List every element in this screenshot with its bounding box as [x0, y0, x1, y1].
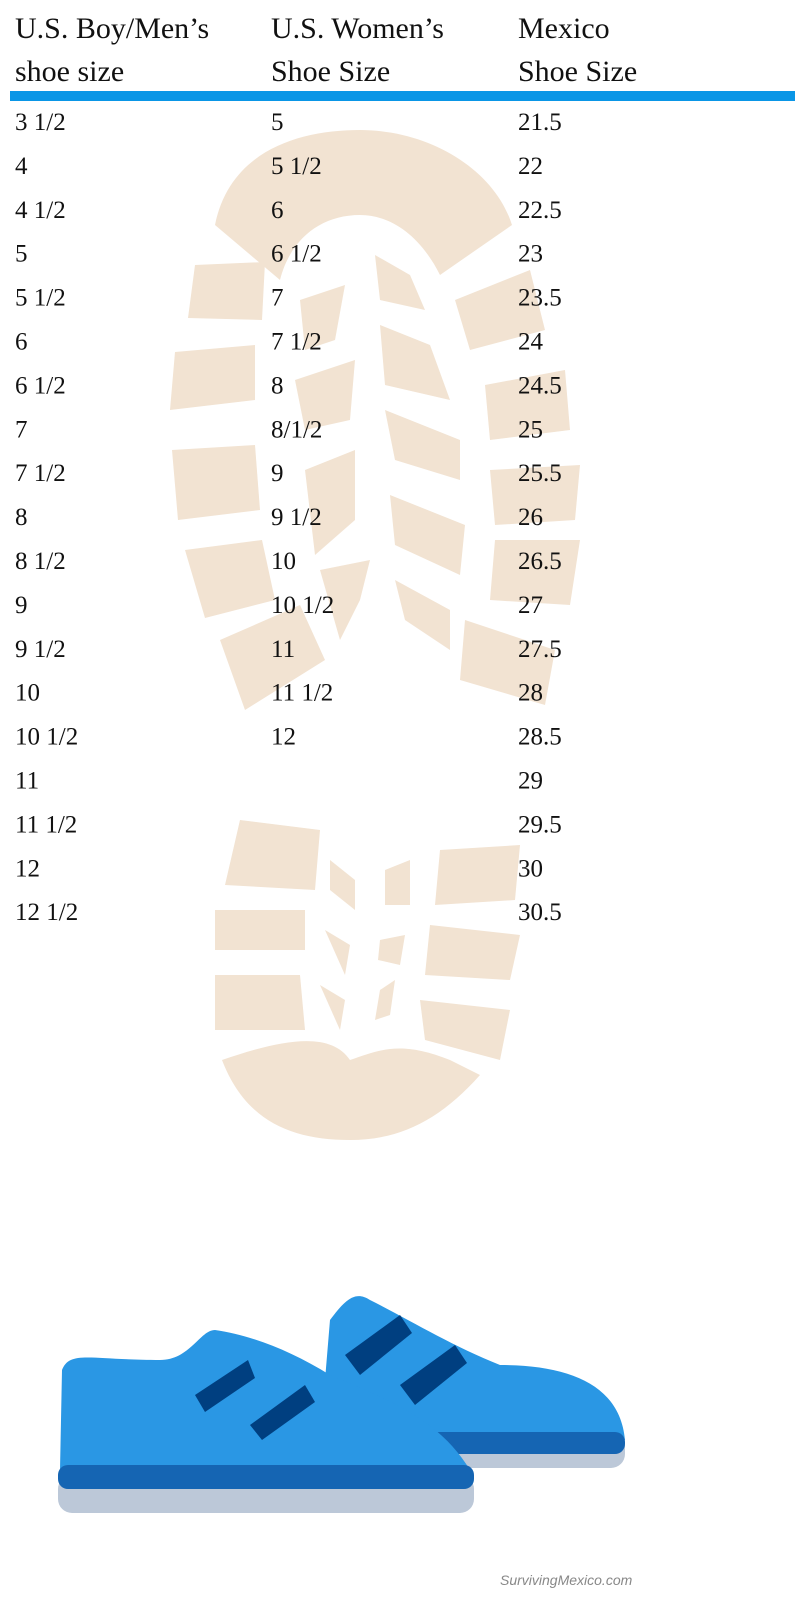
- table-cell: 29: [518, 768, 543, 795]
- table-cell: 11: [271, 636, 295, 663]
- table-cell: 9: [15, 592, 28, 619]
- table-cell: 8: [15, 504, 28, 531]
- table-cell: 6 1/2: [15, 372, 66, 399]
- table-cell: 5: [15, 241, 28, 268]
- table-cell: 12: [15, 855, 40, 882]
- column-header: Mexico: [518, 12, 610, 45]
- table-cell: 12: [271, 724, 296, 751]
- table-cell: 10: [271, 548, 296, 575]
- column-header: shoe size: [15, 55, 124, 88]
- table-cell: 6 1/2: [271, 241, 322, 268]
- column-header: U.S. Boy/Men’s: [15, 12, 209, 45]
- table-cell: 10: [15, 680, 40, 707]
- table-cell: 22: [518, 153, 543, 180]
- table-cell: 4: [15, 153, 28, 180]
- table-cell: 11 1/2: [15, 811, 77, 838]
- column-header: Shoe Size: [518, 55, 637, 88]
- table-cell: 22.5: [518, 197, 562, 224]
- column-header: Shoe Size: [271, 55, 390, 88]
- table-cell: 5 1/2: [271, 153, 322, 180]
- table-cell: 7 1/2: [271, 329, 322, 356]
- table-cell: 9 1/2: [271, 504, 322, 531]
- table-cell: 5 1/2: [15, 285, 66, 312]
- table-cell: 30.5: [518, 899, 562, 926]
- table-cell: 10 1/2: [15, 724, 78, 751]
- boot-print: [170, 130, 580, 1140]
- shoes: [58, 1296, 625, 1513]
- table-cell: 7: [15, 416, 28, 443]
- table-cell: 26: [518, 504, 543, 531]
- table-cell: 29.5: [518, 811, 562, 838]
- table-cell: 28.5: [518, 724, 562, 751]
- table-cell: 26.5: [518, 548, 562, 575]
- table-cell: 23: [518, 241, 543, 268]
- table-cell: 12 1/2: [15, 899, 78, 926]
- table-cell: 7: [271, 285, 284, 312]
- table-cell: 27: [518, 592, 543, 619]
- table-cell: 5: [271, 109, 284, 136]
- table-cell: 11: [15, 768, 39, 795]
- table-cell: 27.5: [518, 636, 562, 663]
- table-cell: 25: [518, 416, 543, 443]
- table-cell: 6: [15, 329, 28, 356]
- table-cell: 28: [518, 680, 543, 707]
- table-cell: 4 1/2: [15, 197, 66, 224]
- table-cell: 9 1/2: [15, 636, 66, 663]
- table-cell: 10 1/2: [271, 592, 334, 619]
- table-cell: 21.5: [518, 109, 562, 136]
- table-cell: 24.5: [518, 372, 562, 399]
- footer: SurvivingMexico.com: [500, 1572, 633, 1588]
- table-cell: 7 1/2: [15, 460, 66, 487]
- table-cell: 25.5: [518, 460, 562, 487]
- table-cell: 9: [271, 460, 284, 487]
- table-cell: 24: [518, 329, 544, 356]
- header-rule: [10, 91, 795, 101]
- column-header: U.S. Women’s: [271, 12, 444, 45]
- table-cell: 8/1/2: [271, 416, 322, 443]
- table-cell: 30: [518, 855, 543, 882]
- table-cell: 11 1/2: [271, 680, 333, 707]
- table-cell: 3 1/2: [15, 109, 66, 136]
- table-cell: 8 1/2: [15, 548, 66, 575]
- table-cell: 6: [271, 197, 284, 224]
- table-cell: 23.5: [518, 285, 562, 312]
- table-cell: 8: [271, 372, 284, 399]
